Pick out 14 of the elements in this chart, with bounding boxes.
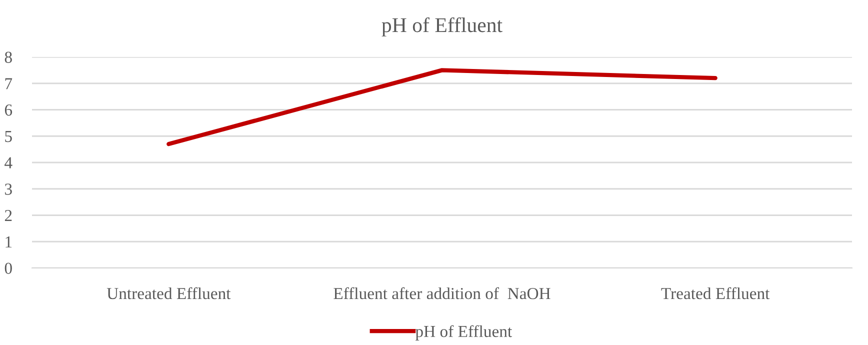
- y-tick-label: 1: [6, 236, 12, 248]
- y-tick-label: 6: [4, 104, 12, 116]
- y-tick-label: 4: [4, 157, 12, 168]
- y-tick-label: 5: [5, 130, 12, 142]
- y-tick-label: 8: [4, 52, 12, 63]
- chart-title: pH of Effluent: [382, 17, 502, 36]
- legend-label: pH of Effluent: [415, 325, 512, 340]
- y-tick-label: 3: [5, 184, 12, 195]
- y-tick-label: 0: [4, 262, 12, 274]
- x-tick-label: Untreated Effluent: [106, 287, 231, 300]
- x-tick-label: Treated Effluent: [661, 287, 770, 300]
- x-tick-label: Effluent after addition of NaOH: [334, 287, 550, 300]
- y-tick-label: 2: [4, 210, 12, 222]
- y-tick-label: 7: [5, 78, 12, 90]
